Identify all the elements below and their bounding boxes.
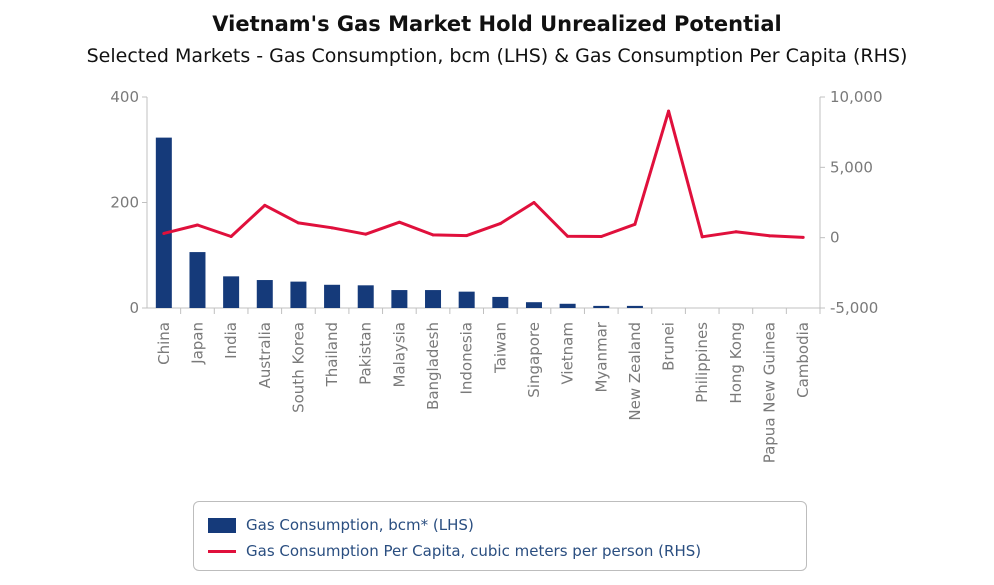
line-point — [734, 230, 738, 234]
line-point — [566, 234, 570, 238]
legend-label-per-capita: Gas Consumption Per Capita, cubic meters… — [246, 542, 702, 560]
x-tick-label: Thailand — [323, 322, 341, 387]
right-tick-label: 10,000 — [830, 88, 883, 106]
bar — [357, 285, 374, 308]
line-point — [633, 222, 637, 226]
x-tick-label: Philippines — [693, 322, 711, 403]
bar — [189, 252, 206, 308]
bar — [458, 291, 475, 308]
x-tick-label: New Zealand — [626, 322, 644, 421]
per-capita-line — [163, 109, 804, 239]
line-point — [599, 235, 603, 239]
line-point — [700, 235, 704, 239]
bar — [155, 137, 172, 308]
bar — [223, 276, 240, 308]
bar — [492, 296, 509, 308]
line-point — [296, 221, 300, 225]
legend-swatch-line — [208, 549, 236, 553]
bar — [324, 284, 341, 308]
right-tick-label: 5,000 — [830, 158, 873, 176]
x-tick-label: Malaysia — [390, 322, 408, 388]
legend-label-gas-consumption: Gas Consumption, bcm* (LHS) — [246, 516, 474, 534]
x-tick-label: South Korea — [289, 322, 307, 413]
bar — [593, 305, 610, 308]
left-tick-label: 400 — [110, 88, 139, 106]
x-tick-label: Pakistan — [357, 322, 375, 385]
bar — [391, 290, 408, 308]
x-tick-label: India — [222, 322, 240, 359]
combo-chart: 0 200 400 -5,000 0 5,000 10,000 China Japan India… — [110, 88, 883, 463]
x-tick-label: Taiwan — [491, 322, 509, 374]
x-tick-label: Papua New Guinea — [761, 322, 779, 463]
x-tick-label: Singapore — [525, 322, 543, 398]
line-point — [465, 234, 469, 238]
x-tick-label: Japan — [188, 322, 206, 365]
bar — [626, 305, 643, 308]
x-tick-label: Indonesia — [458, 322, 476, 395]
legend-item-per-capita: Gas Consumption Per Capita, cubic meters… — [208, 540, 701, 562]
legend-swatch-bar — [208, 517, 236, 533]
line-point — [195, 223, 199, 227]
bar — [425, 290, 442, 308]
legend-item-gas-consumption: Gas Consumption, bcm* (LHS) — [208, 514, 474, 536]
line-point — [397, 220, 401, 224]
left-tick-label: 200 — [110, 194, 139, 212]
x-tick-label: China — [155, 322, 173, 365]
line-point — [801, 235, 805, 239]
line-point — [768, 234, 772, 238]
chart-subtitle: Selected Markets - Gas Consumption, bcm … — [86, 45, 908, 67]
line-point — [498, 222, 502, 226]
right-tick-label: 0 — [830, 229, 840, 247]
left-tick-label: 0 — [129, 299, 139, 317]
line-point — [364, 232, 368, 236]
x-tick-label: Bangladesh — [424, 322, 442, 410]
x-tick-label: Hong Kong — [727, 322, 745, 404]
chart-legend: Gas Consumption, bcm* (LHS) Gas Consumpt… — [193, 501, 807, 571]
line-point — [532, 201, 536, 204]
x-tick-label: Cambodia — [794, 322, 812, 398]
bar — [559, 303, 576, 308]
bar — [525, 302, 542, 308]
line-point — [667, 109, 671, 113]
line-point — [162, 231, 166, 235]
line-point — [330, 226, 334, 230]
line-point — [431, 233, 435, 237]
right-tick-label: -5,000 — [830, 299, 878, 317]
chart-title: Vietnam's Gas Market Hold Unrealized Pot… — [212, 12, 782, 36]
x-tick-label: Myanmar — [592, 321, 610, 392]
bar — [256, 280, 273, 308]
x-tick-label: Brunei — [660, 322, 678, 371]
x-tick-label: Vietnam — [559, 322, 577, 385]
bar — [290, 281, 307, 308]
x-tick-label: Australia — [256, 322, 274, 388]
line-point — [229, 235, 233, 239]
line-point — [263, 203, 267, 207]
